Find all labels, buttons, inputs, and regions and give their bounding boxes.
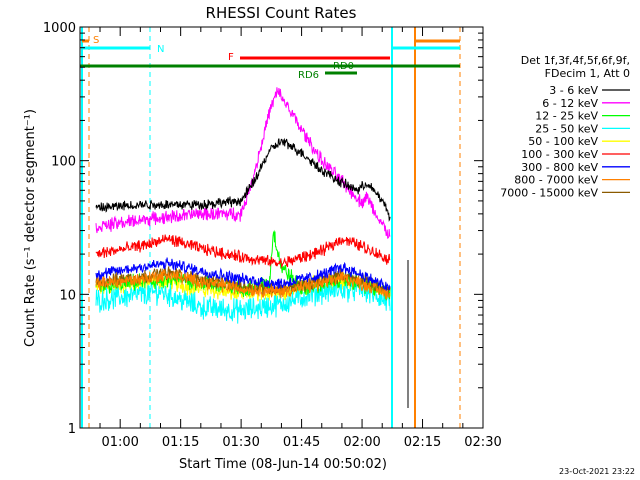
label-rd0: RD0 [333, 61, 354, 72]
label-s: S [93, 35, 99, 46]
legend-label: 7000 - 15000 keV [500, 186, 598, 199]
legend-header-line-2: FDecim 1, Att 0 [545, 67, 630, 80]
label-rd6: RD6 [298, 70, 319, 81]
legend-label: 800 - 7000 keV [514, 174, 598, 187]
legend: Det 1f,3f,4f,5f,6f,9f, FDecim 1, Att 0 3… [500, 54, 630, 199]
time-interval-overlays [80, 27, 461, 428]
label-n: N [157, 44, 164, 55]
y-tick-label: 10 [59, 288, 76, 303]
x-tick-label: 01:00 [101, 435, 138, 450]
x-tick-label: 02:15 [404, 435, 441, 450]
legend-label: 6 - 12 keV [542, 97, 598, 110]
y-tick-label: 1 [68, 422, 76, 437]
x-tick-label: 02:30 [464, 435, 501, 450]
series-layer [95, 87, 391, 324]
legend-label: 50 - 100 keV [528, 135, 598, 148]
timestamp: 23-Oct-2021 23:22 [559, 467, 635, 476]
legend-label: 12 - 25 keV [535, 110, 598, 123]
series-line-300-800-kev [95, 257, 391, 291]
chart-title: RHESSI Count Rates [206, 4, 357, 22]
legend-header-line-1: Det 1f,3f,4f,5f,6f,9f, [521, 54, 630, 67]
x-tick-label: 02:00 [343, 435, 380, 450]
x-tick-label: 01:30 [222, 435, 259, 450]
x-axis-label: Start Time (08-Jun-14 00:50:02) [179, 457, 387, 472]
series-line-100-300-kev [95, 234, 391, 269]
legend-label: 3 - 6 keV [549, 84, 598, 97]
y-axis-label: Count Rate (s⁻¹ detector segment⁻¹) [23, 109, 38, 347]
axis-layer: 1 10 100 1000 01:00 01:15 01:30 01:45 02:00 02:15… [43, 21, 502, 450]
y-tick-label: 1000 [43, 21, 76, 36]
x-tick-label: 01:15 [162, 435, 199, 450]
legend-label: 25 - 50 keV [535, 122, 598, 135]
series-line-3-6-kev [95, 137, 391, 222]
x-tick-label: 01:45 [283, 435, 320, 450]
series-line-6-12-kev [95, 87, 391, 239]
legend-label: 100 - 300 keV [521, 148, 598, 161]
series-line-800-7000-kev [95, 269, 391, 300]
plot-frame [79, 26, 484, 429]
y-tick-label: 100 [51, 155, 76, 170]
legend-label: 300 - 800 keV [521, 161, 598, 174]
label-f: F [228, 52, 234, 63]
